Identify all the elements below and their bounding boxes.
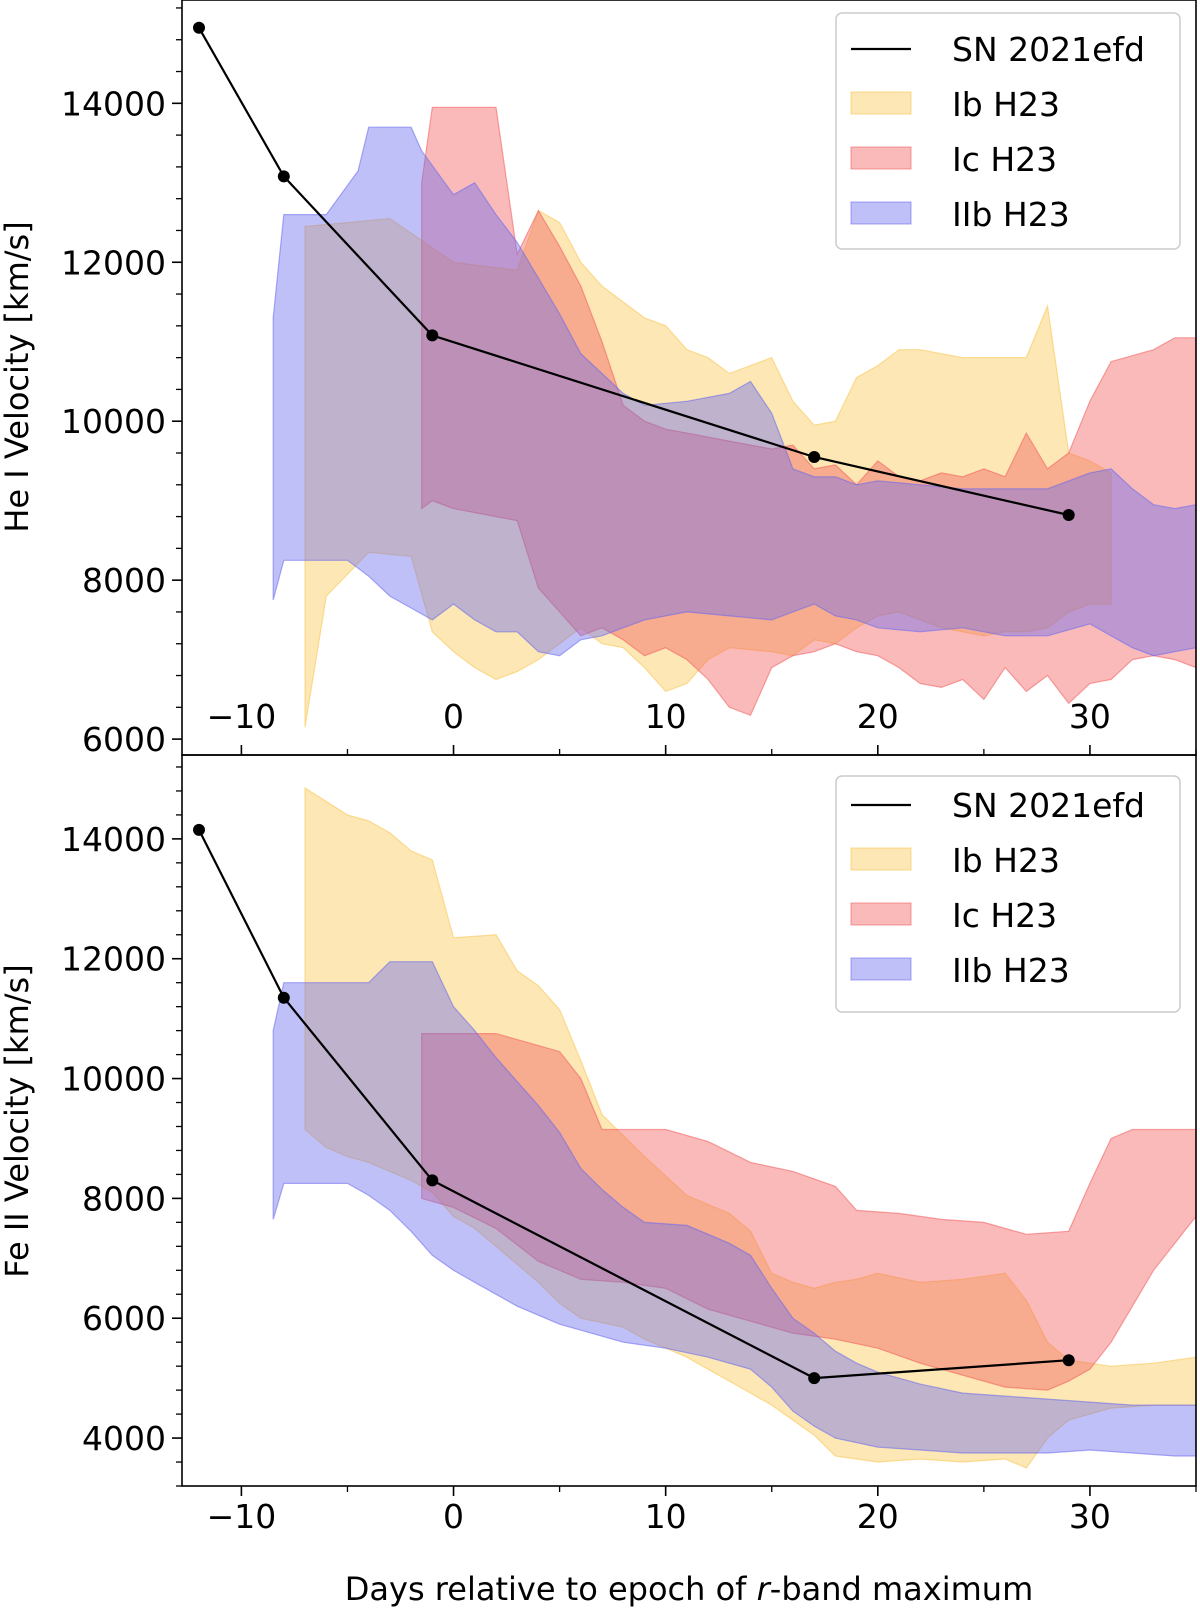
x-tick-label: 30 [1069, 1497, 1111, 1536]
sn-point [193, 823, 205, 836]
y-tick-label: 14000 [61, 820, 166, 859]
legend-swatch-ib [850, 91, 912, 115]
x-axis-label: Days relative to epoch of r-band maximum [345, 1570, 1033, 1608]
band-ib [304, 209, 1112, 728]
x-tick-label: −10 [207, 697, 277, 736]
top-ticks [172, 7, 1197, 755]
bottom-y-axis-label: Fe II Velocity [km/s] [0, 964, 36, 1277]
y-tick-label: 14000 [61, 84, 166, 123]
sn-point [426, 329, 439, 342]
legend-swatch-iib [850, 201, 912, 225]
bottom-y-tick-labels: 4000 6000 8000 10000 12000 14000 [61, 820, 166, 1458]
bottom-sn-markers [193, 823, 1075, 1385]
top-y-tick-labels: 6000 8000 10000 12000 14000 [61, 84, 166, 759]
x-tick-label: 20 [857, 697, 899, 736]
bottom-panel: 4000 6000 8000 10000 12000 14000 −10 0 1… [0, 754, 1197, 1608]
sn-point [277, 991, 290, 1004]
sn-point [1062, 1354, 1075, 1367]
legend-label: Ib H23 [952, 841, 1060, 880]
y-tick-label: 10000 [61, 1060, 166, 1099]
legend-label: SN 2021efd [952, 786, 1145, 825]
y-tick-label: 6000 [82, 1299, 166, 1338]
legend-label: Ic H23 [952, 896, 1057, 935]
x-tick-label: 0 [443, 1497, 464, 1536]
y-tick-label: 8000 [82, 1179, 166, 1218]
bottom-ticks [172, 766, 1197, 1496]
y-tick-label: 12000 [61, 940, 166, 979]
x-tick-label: 10 [645, 697, 687, 736]
y-tick-label: 6000 [82, 720, 166, 759]
top-legend: SN 2021efd Ib H23 Ic H23 IIb H23 [835, 12, 1181, 250]
x-tick-label: −10 [207, 1497, 277, 1536]
x-tick-label: 20 [857, 1497, 899, 1536]
sn-point [193, 21, 205, 34]
y-tick-label: 10000 [61, 402, 166, 441]
top-panel: 6000 8000 10000 12000 14000 −10 0 10 20 … [0, 0, 1197, 759]
sn-point [808, 451, 821, 463]
band-ic [421, 106, 1197, 717]
legend-label: Ib H23 [952, 85, 1060, 124]
legend-swatch-ic [850, 902, 912, 926]
legend-swatch-ic [850, 146, 912, 170]
x-tick-label: 0 [443, 697, 464, 736]
legend-label: IIb H23 [952, 195, 1070, 234]
bottom-axes-frame [181, 754, 1197, 1487]
sn-point [1062, 509, 1075, 521]
legend-swatch-ib [850, 847, 912, 871]
sn-point [277, 170, 290, 183]
top-x-tick-labels: −10 0 10 20 30 [207, 697, 1111, 736]
x-tick-label: 10 [645, 1497, 687, 1536]
legend-box [835, 12, 1181, 250]
legend-label: SN 2021efd [952, 30, 1145, 69]
top-y-axis-label: He I Velocity [km/s] [0, 221, 36, 532]
y-tick-label: 8000 [82, 561, 166, 600]
x-tick-label: 30 [1069, 697, 1111, 736]
top-sn-markers [193, 21, 1075, 521]
legend-label: Ic H23 [952, 140, 1057, 179]
y-tick-label: 4000 [82, 1419, 166, 1458]
bottom-x-tick-labels: −10 0 10 20 30 [207, 1497, 1111, 1536]
top-bands [272, 106, 1197, 728]
legend-swatch-iib [850, 957, 912, 981]
sn-point [426, 1174, 439, 1187]
sn-point [808, 1372, 821, 1385]
y-tick-label: 12000 [61, 243, 166, 282]
band-ib [304, 786, 1197, 1469]
bottom-legend: SN 2021efd Ib H23 Ic H23 IIb H23 [835, 775, 1181, 1013]
legend-label: IIb H23 [952, 951, 1070, 990]
legend-box [835, 775, 1181, 1013]
